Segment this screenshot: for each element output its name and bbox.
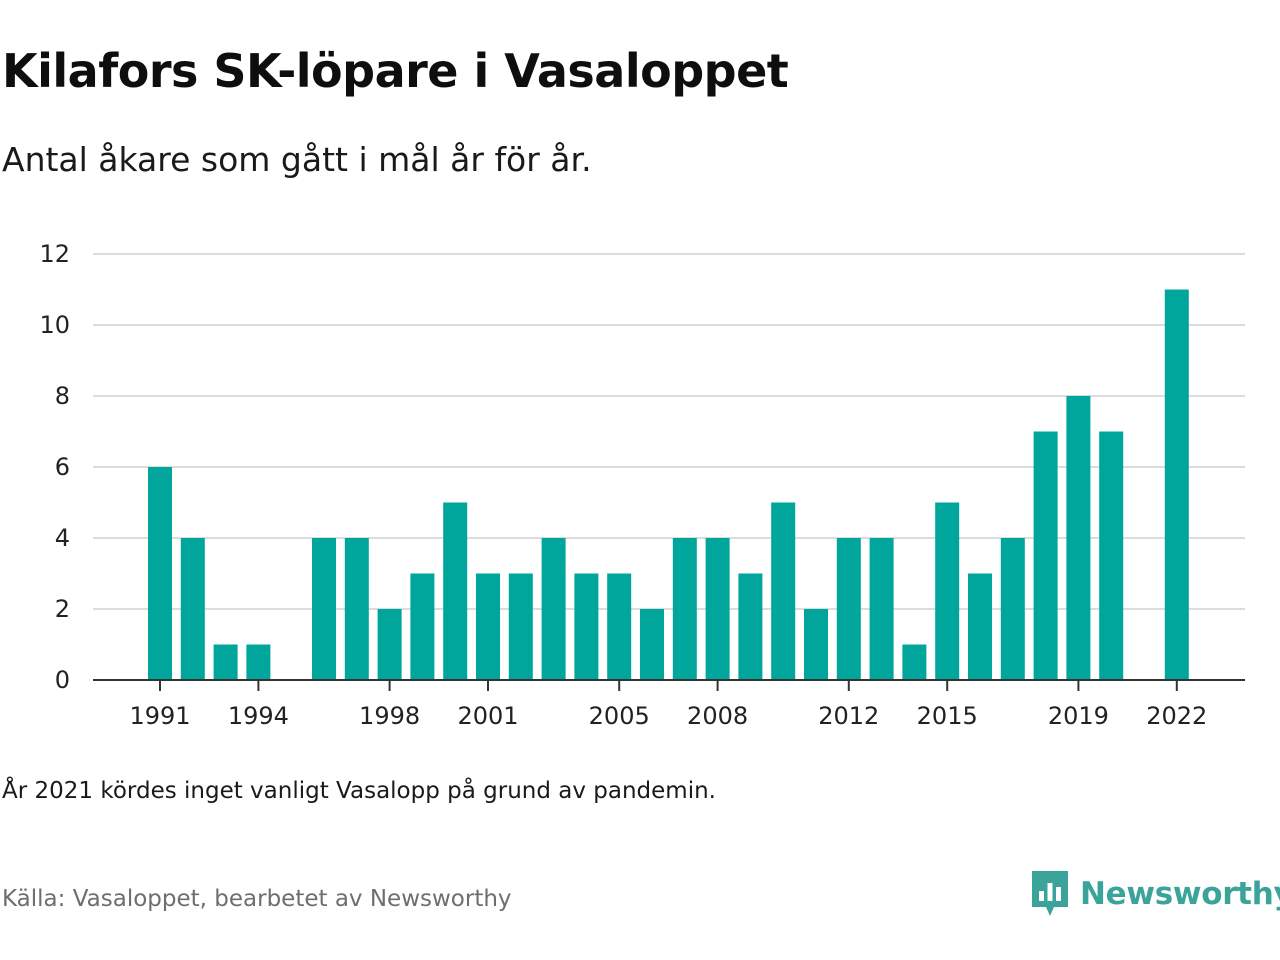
bar-1994	[246, 644, 271, 680]
newsworthy-logo-icon	[1032, 871, 1068, 916]
y-tick-label: 6	[55, 453, 70, 481]
brand-logo: Newsworthy	[1030, 868, 1280, 920]
x-tick-label: 1994	[228, 702, 289, 730]
y-tick-label: 8	[55, 382, 70, 410]
x-tick-label: 1991	[129, 702, 190, 730]
footnote: År 2021 kördes inget vanligt Vasalopp på…	[2, 778, 716, 804]
y-tick-label: 4	[55, 524, 70, 552]
bar-2004	[574, 573, 599, 680]
bar-2011	[804, 609, 828, 680]
bar-2009	[738, 573, 763, 680]
x-tick-label: 1998	[359, 702, 420, 730]
y-tick-label: 10	[39, 311, 70, 339]
bar-2013	[869, 538, 894, 680]
chart-subtitle: Antal åkare som gått i mål år för år.	[2, 140, 592, 179]
bar-2008	[705, 538, 730, 680]
bar-1992	[180, 538, 205, 680]
bar-2000	[443, 502, 468, 680]
bar-2015	[935, 502, 960, 680]
bar-2005	[607, 573, 632, 680]
bar-2014	[902, 644, 927, 680]
bar-2018	[1033, 431, 1058, 680]
bar-2001	[476, 573, 500, 680]
x-tick-label: 2019	[1048, 702, 1109, 730]
y-tick-label: 12	[39, 240, 70, 268]
bar-2020	[1099, 431, 1124, 680]
bar-2003	[541, 538, 566, 680]
bar-2010	[771, 502, 796, 680]
bar-1999	[410, 573, 435, 680]
bar-1991	[148, 467, 172, 680]
y-tick-label: 2	[55, 595, 70, 623]
brand-name: Newsworthy	[1080, 876, 1280, 912]
bar-2016	[968, 573, 992, 680]
bar-1996	[312, 538, 336, 680]
x-tick-label: 2005	[589, 702, 650, 730]
x-tick-label: 2012	[818, 702, 879, 730]
y-tick-label: 0	[55, 666, 70, 694]
bar-2012	[836, 538, 861, 680]
bar-2022	[1164, 289, 1189, 680]
bar-2006	[640, 609, 664, 680]
x-tick-label: 2001	[457, 702, 518, 730]
x-tick-label: 2008	[687, 702, 748, 730]
x-tick-label: 2015	[917, 702, 978, 730]
bar-2002	[508, 573, 533, 680]
bar-1997	[344, 538, 369, 680]
bar-2017	[1000, 538, 1025, 680]
bar-1993	[213, 644, 238, 680]
bar-chart: 0 2 4 6 8 10 12 1991 1994 1998 2001 2005 2008 2012 201…	[39, 240, 1245, 730]
bar-2007	[672, 538, 697, 680]
x-tick-label: 2022	[1146, 702, 1207, 730]
chart-title: Kilafors SK-löpare i Vasaloppet	[2, 44, 789, 98]
source-credit: Källa: Vasaloppet, bearbetet av Newswort…	[2, 886, 512, 912]
bar-1998	[377, 609, 402, 680]
bar-2019	[1066, 396, 1091, 680]
